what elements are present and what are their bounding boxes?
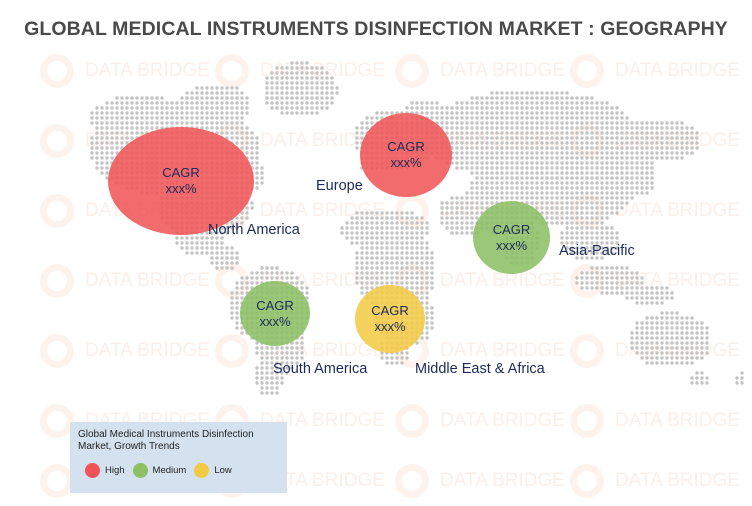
cagr-label: CAGR <box>162 165 200 180</box>
cagr-label: CAGR <box>387 139 425 154</box>
watermark-text: DATA BRIDGE <box>85 270 210 291</box>
watermark-logo-icon <box>395 404 429 438</box>
watermark-logo-icon <box>570 54 604 88</box>
legend-item-high: High <box>85 463 125 478</box>
high-dot-icon <box>85 463 100 478</box>
watermark-text: DATA BRIDGE <box>615 410 740 431</box>
legend-item-low: Low <box>194 463 232 478</box>
europe-cagr-bubble: CAGR xxx% <box>360 113 452 197</box>
legend-label: High <box>105 465 125 476</box>
region-label-asia-pacific: Asia-Pacific <box>559 243 635 259</box>
watermark-logo-icon <box>40 334 74 368</box>
watermark-text: DATA BRIDGE <box>85 340 210 361</box>
legend-title: Global Medical Instruments Disinfection … <box>78 429 254 452</box>
cagr-value: xxx% <box>259 313 291 329</box>
watermark-logo-icon <box>570 464 604 498</box>
watermark-text: DATA BRIDGE <box>615 340 740 361</box>
watermark-text: DATA BRIDGE <box>440 470 565 491</box>
watermark-text: DATA BRIDGE <box>440 340 565 361</box>
legend-box: Global Medical Instruments Disinfection … <box>70 422 287 493</box>
region-label-middle-east-africa: Middle East & Africa <box>415 361 545 377</box>
region-label-south-america: South America <box>273 361 368 377</box>
watermark-text: DATA BRIDGE <box>260 340 385 361</box>
watermark-text: DATA BRIDGE <box>615 130 740 151</box>
cagr-value: xxx% <box>390 155 422 170</box>
watermark-logo-icon <box>215 334 249 368</box>
middle-east-africa-cagr-bubble: CAGR xxx% <box>355 285 425 353</box>
cagr-label: CAGR <box>371 303 409 318</box>
watermark-text: DATA BRIDGE <box>260 130 385 151</box>
watermark-logo-icon <box>395 54 429 88</box>
watermark-text: DATA BRIDGE <box>615 270 740 291</box>
watermark-text: DATA BRIDGE <box>260 200 385 221</box>
legend-label: Medium <box>152 465 187 476</box>
watermark-text: DATA BRIDGE <box>260 410 385 431</box>
watermark-text: DATA BRIDGE <box>615 470 740 491</box>
medium-dot-icon <box>132 463 148 478</box>
cagr-value: xxx% <box>374 319 406 334</box>
watermark-logo-icon <box>570 404 604 438</box>
watermark-logo-icon <box>40 124 74 158</box>
watermark-logo-icon <box>570 264 604 298</box>
watermark-logo-icon <box>40 404 74 438</box>
watermark-text: DATA BRIDGE <box>440 130 565 151</box>
cagr-label: CAGR <box>492 221 531 237</box>
legend-label: Low <box>214 465 232 476</box>
watermark-text: DATA BRIDGE <box>440 270 565 291</box>
low-dot-icon <box>194 463 210 478</box>
watermark-text: DATA BRIDGE <box>615 200 740 221</box>
south-america-cagr-bubble: CAGR xxx% <box>240 281 310 346</box>
watermark-logo-icon <box>395 464 429 498</box>
region-label-north-america: North America <box>208 222 300 238</box>
watermark-logo-icon <box>40 194 74 228</box>
watermark-text: DATA BRIDGE <box>260 470 385 491</box>
north-america-cagr-bubble: CAGR xxx% <box>108 127 254 235</box>
region-label-europe: Europe <box>316 178 363 194</box>
watermark-text: DATA BRIDGE <box>440 410 565 431</box>
legend-items: High Medium Low <box>85 463 240 478</box>
watermark-text: DATA BRIDGE <box>85 60 210 81</box>
cagr-value: xxx% <box>495 237 528 253</box>
watermark-logo-icon <box>570 334 604 368</box>
asia-pacific-cagr-bubble: CAGR xxx% <box>473 201 550 274</box>
page-title: GLOBAL MEDICAL INSTRUMENTS DISINFECTION … <box>24 18 728 40</box>
cagr-value: xxx% <box>165 181 197 196</box>
watermark-text: DATA BRIDGE <box>260 60 385 81</box>
watermark-logo-icon <box>215 54 249 88</box>
cagr-label: CAGR <box>256 297 294 313</box>
watermark-logo-icon <box>40 264 74 298</box>
watermark-text: DATA BRIDGE <box>615 60 740 81</box>
watermark-text: DATA BRIDGE <box>440 60 565 81</box>
legend-item-medium: Medium <box>132 463 187 478</box>
watermark-logo-icon <box>40 54 74 88</box>
